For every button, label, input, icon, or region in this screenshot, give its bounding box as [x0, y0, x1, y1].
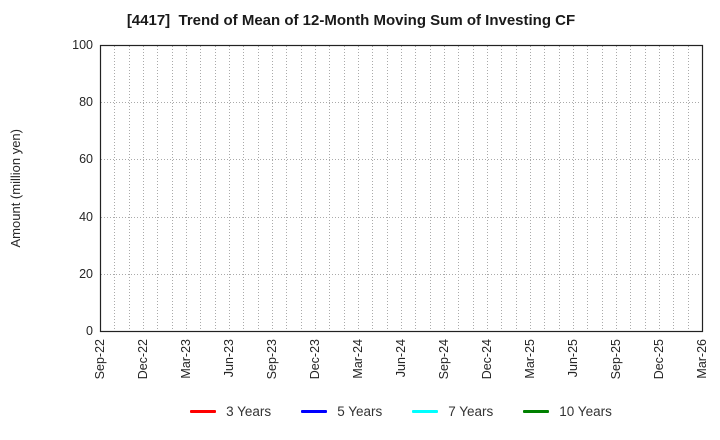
legend-item-5-years: 5 Years [301, 404, 382, 419]
legend-line-10-years [523, 410, 550, 413]
y-tick-label: 80 [79, 95, 93, 110]
legend-line-7-years [412, 410, 439, 413]
y-tick-label: 100 [72, 38, 93, 52]
x-tick-label: Dec-24 [480, 339, 494, 380]
x-tick-label: Mar-25 [523, 339, 537, 379]
legend-item-10-years: 10 Years [523, 404, 612, 419]
x-tick-label: Mar-26 [695, 339, 709, 379]
x-tick-label: Jun-25 [566, 339, 580, 378]
legend-label: 10 Years [559, 404, 612, 419]
x-tick-label: Jun-24 [394, 339, 408, 378]
legend-item-7-years: 7 Years [412, 404, 493, 419]
legend: 3 Years 5 Years 7 Years 10 Years [100, 403, 702, 420]
x-tick-label: Dec-22 [136, 339, 150, 380]
legend-label: 5 Years [337, 404, 383, 419]
x-tick-label: Dec-25 [652, 339, 666, 380]
y-tick-label: 40 [79, 209, 93, 224]
legend-line-3-years [190, 410, 217, 413]
y-tick-label: 60 [79, 152, 93, 167]
x-tick-label: Dec-23 [308, 339, 322, 380]
plot-border [99, 44, 704, 333]
x-tick-label: Jun-23 [222, 339, 236, 378]
x-tick-label: Sep-24 [437, 339, 451, 380]
legend-item-3-years: 3 Years [190, 404, 271, 419]
x-tick-label: Sep-22 [93, 339, 107, 380]
x-tick-label: Mar-24 [351, 339, 365, 379]
y-tick-label: 0 [86, 324, 93, 338]
x-tick-label: Mar-23 [179, 339, 193, 379]
chart-title: [4417] Trend of Mean of 12-Month Moving … [126, 12, 576, 29]
legend-line-5-years [301, 410, 328, 413]
x-tick-label: Sep-23 [265, 339, 279, 380]
x-tick-label: Sep-25 [609, 339, 623, 380]
legend-label: 3 Years [226, 404, 272, 419]
y-tick-label: 20 [79, 266, 93, 281]
legend-label: 7 Years [448, 404, 494, 419]
